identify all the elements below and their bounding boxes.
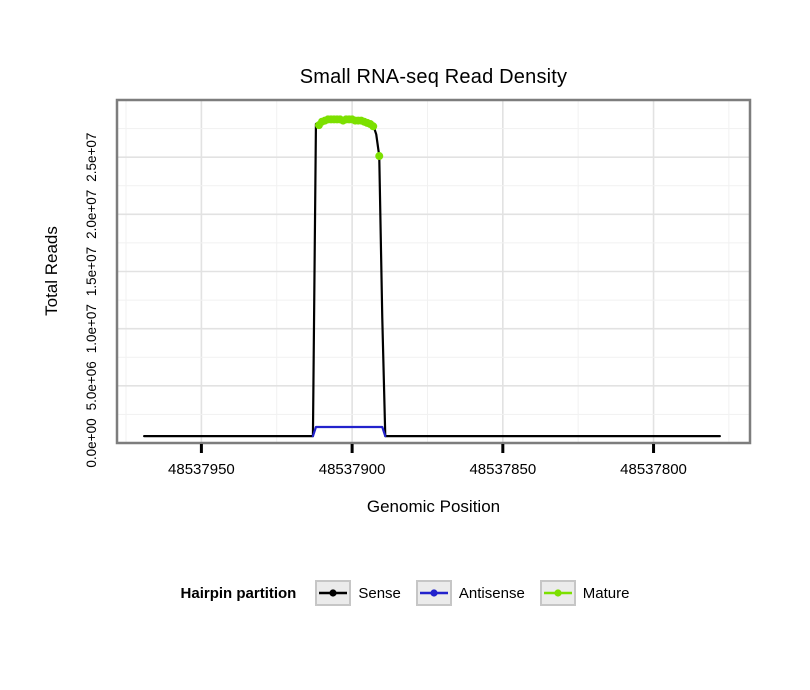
legend: Hairpin partition Sense Antisense Mature xyxy=(0,580,810,606)
svg-text:1.5e+07: 1.5e+07 xyxy=(84,247,99,296)
legend-key-antisense-icon xyxy=(415,580,452,606)
legend-label-sense: Sense xyxy=(358,584,401,602)
x-axis-label: Genomic Position xyxy=(366,497,501,516)
legend-label-antisense: Antisense xyxy=(458,584,525,602)
legend-entry-mature: Mature xyxy=(539,580,630,606)
legend-entry-antisense: Antisense xyxy=(415,580,525,606)
legend-key-sense-icon xyxy=(315,580,352,606)
legend-title: Hairpin partition xyxy=(180,584,297,602)
svg-text:1.0e+07: 1.0e+07 xyxy=(84,304,99,353)
plot-svg: 48537950 48537900 48537850 48537800 0.0e+00 5… xyxy=(84,98,752,478)
chart-title: Small RNA-seq Read Density xyxy=(299,66,568,88)
svg-text:48537900: 48537900 xyxy=(319,461,386,478)
svg-text:48537850: 48537850 xyxy=(469,461,536,478)
svg-text:48537950: 48537950 xyxy=(168,461,235,478)
legend-label-mature: Mature xyxy=(582,584,630,602)
y-axis-label: Total Reads xyxy=(42,226,61,316)
svg-text:0.0e+00: 0.0e+00 xyxy=(84,418,99,467)
svg-text:5.0e+06: 5.0e+06 xyxy=(84,361,99,410)
legend-entry-sense: Sense xyxy=(315,580,401,606)
legend-key-mature-icon xyxy=(539,580,576,606)
svg-text:2.5e+07: 2.5e+07 xyxy=(84,133,99,182)
svg-text:48537800: 48537800 xyxy=(620,461,687,478)
svg-text:2.0e+07: 2.0e+07 xyxy=(84,190,99,239)
